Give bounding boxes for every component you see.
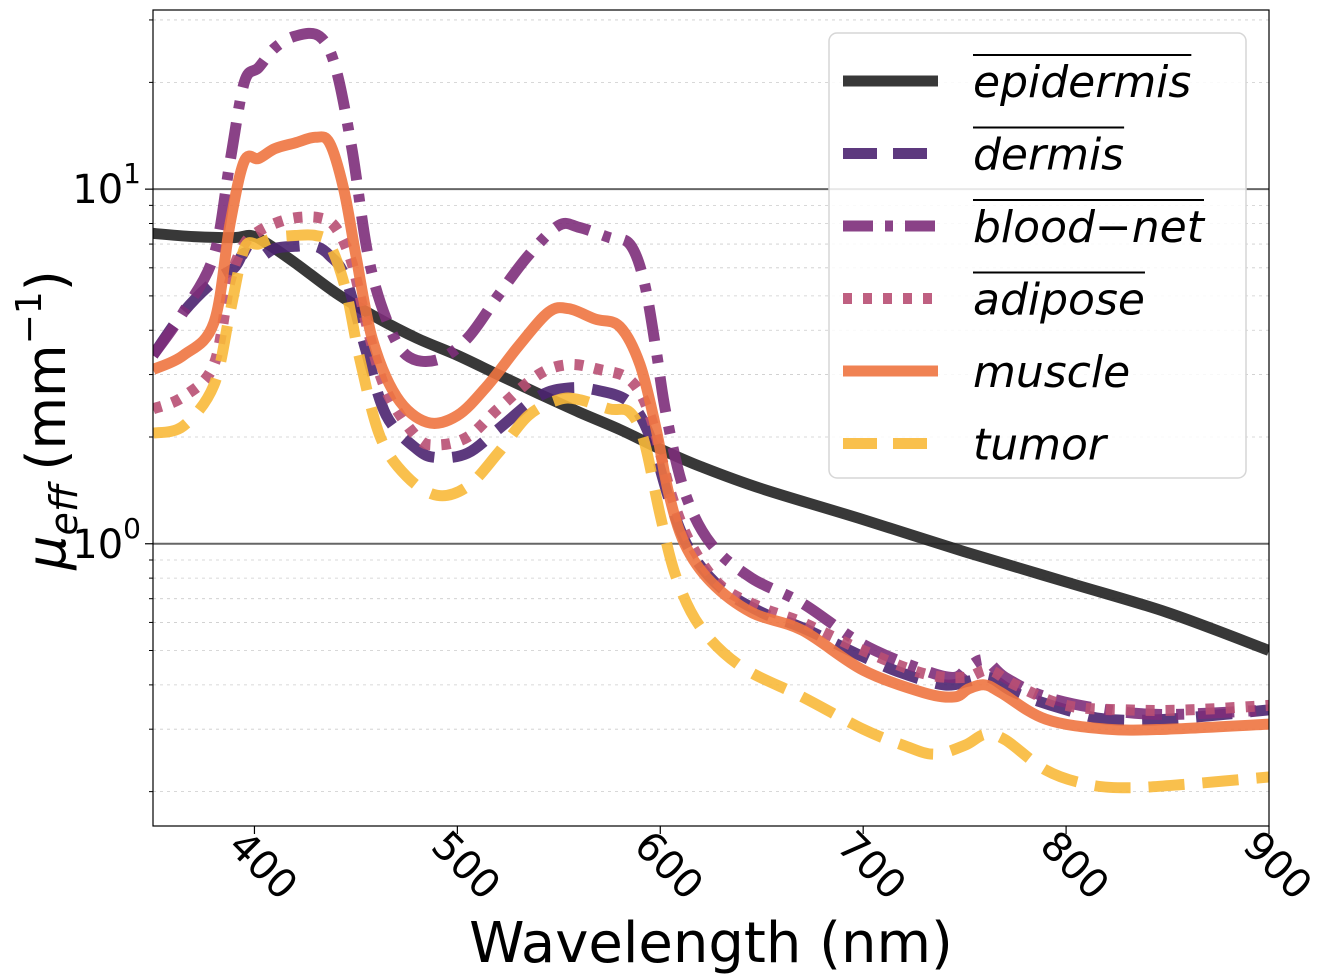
legend-label: dermis bbox=[973, 130, 1124, 181]
x-tick-label: 800 bbox=[1031, 823, 1118, 910]
y-tick-label: 101 bbox=[72, 157, 141, 213]
legend-label: adipose bbox=[973, 275, 1145, 326]
x-tick-label: 400 bbox=[219, 823, 306, 910]
series-lines bbox=[153, 27, 1269, 794]
y-tick-label: 100 bbox=[72, 512, 141, 568]
series-line-blood-net bbox=[153, 27, 1269, 720]
legend-label: epidermis bbox=[973, 57, 1191, 108]
x-tick-label: 900 bbox=[1234, 823, 1317, 910]
series-line-dermis bbox=[153, 240, 1269, 726]
legend-label: blood−net bbox=[973, 202, 1206, 253]
legend-label: tumor bbox=[973, 420, 1109, 471]
plot-frame bbox=[152, 9, 1270, 827]
series-line-adipose bbox=[153, 211, 1269, 716]
x-axis-title: Wavelength (nm) bbox=[469, 911, 953, 976]
x-tick-label: 700 bbox=[828, 823, 915, 910]
series-line-tumor bbox=[153, 229, 1269, 794]
legend: epidermis dermis blood−net adipose muscle tum… bbox=[828, 32, 1247, 479]
x-tick-label: 500 bbox=[422, 823, 509, 910]
legend-label: muscle bbox=[973, 347, 1130, 398]
y-axis-title: μeff(mm−1) bbox=[9, 270, 86, 571]
series-line-muscle bbox=[153, 131, 1269, 736]
x-tick-label: 600 bbox=[625, 823, 712, 910]
